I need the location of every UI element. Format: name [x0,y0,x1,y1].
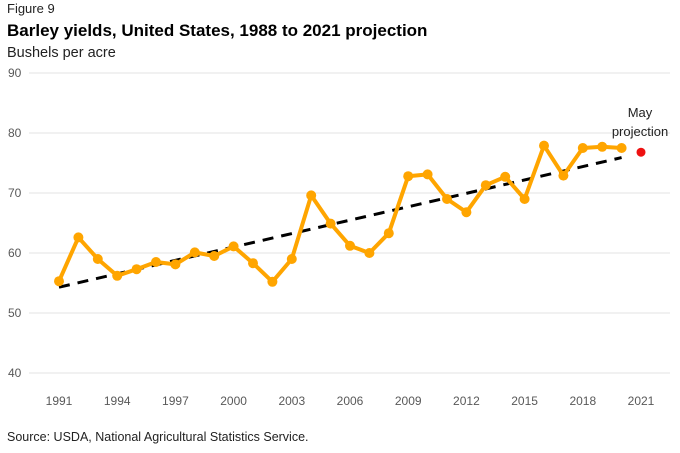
yield-point [131,264,142,275]
x-tick-label: 2018 [569,394,596,408]
yield-point [54,276,64,287]
yield-point [403,171,414,182]
x-tick-label: 2021 [628,394,655,408]
y-tick-label: 50 [8,306,22,320]
yield-point [558,170,569,181]
x-tick-label: 2003 [278,394,305,408]
y-axis-ticks: 90 80 70 60 50 40 [8,66,22,380]
y-axis-label: Bushels per acre [7,45,116,61]
source-note: Source: USDA, National Agricultural Stat… [7,430,309,444]
yield-point [306,190,317,201]
x-tick-label: 2000 [220,394,247,408]
y-tick-label: 80 [8,126,22,140]
yield-point [616,143,627,153]
yield-point [92,254,103,264]
x-tick-label: 1994 [104,394,131,408]
x-tick-label: 1997 [162,394,189,408]
yield-point [151,257,161,267]
yield-point [597,141,608,152]
annotation-label: May [628,105,653,120]
projection-group [636,147,646,157]
yield-point [364,248,375,258]
yield-point [286,254,297,264]
yield-point [189,247,200,258]
yield-point [228,241,239,252]
annotation-label: projection [612,124,668,139]
yield-point [325,218,336,229]
figure-label: Figure 9 [7,1,55,16]
yield-point [248,258,258,269]
x-axis-ticks: 1991 1994 1997 2000 2003 2006 2009 2012 2015 2018… [46,394,655,408]
yield-line [57,143,622,284]
x-tick-label: 1991 [46,394,73,408]
yield-point [539,140,549,151]
yield-point [461,207,472,218]
yield-point [577,143,588,153]
yield-point [422,169,433,180]
yield-point [345,240,355,251]
chart-title: Barley yields, United States, 1988 to 20… [7,21,428,40]
yield-point [442,194,452,204]
yield-point [73,232,84,243]
x-tick-label: 2012 [453,394,480,408]
projection-point [636,147,646,157]
x-tick-label: 2006 [337,394,364,408]
yield-point [170,259,181,270]
y-tick-label: 70 [8,186,22,200]
yield-point [383,228,394,239]
x-tick-label: 2015 [511,394,538,408]
yield-point [500,171,511,182]
y-tick-label: 40 [8,366,22,380]
yield-series-group [54,140,627,287]
annotation-group: May projection [612,105,668,139]
x-tick-label: 2009 [395,394,422,408]
y-tick-label: 60 [8,246,22,260]
gridlines [29,72,670,374]
yield-point [209,251,220,261]
yield-point [480,180,491,191]
yield-point [267,276,278,287]
yield-point [112,270,123,281]
yield-point [519,194,530,204]
y-tick-label: 90 [8,66,22,80]
